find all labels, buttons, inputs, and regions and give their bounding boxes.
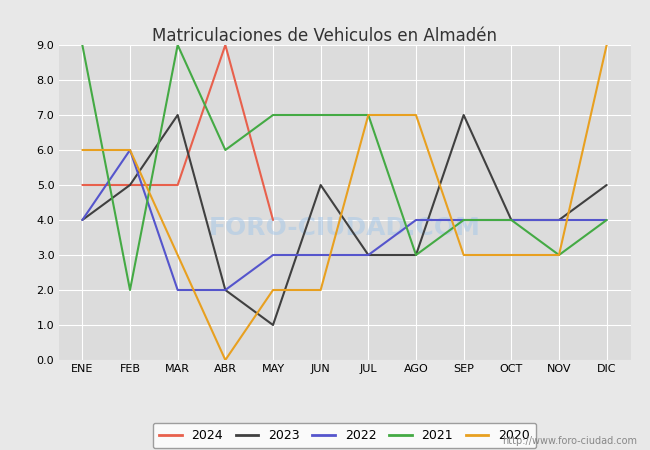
Legend: 2024, 2023, 2022, 2021, 2020: 2024, 2023, 2022, 2021, 2020 (153, 423, 536, 449)
Text: Matriculaciones de Vehiculos en Almadén: Matriculaciones de Vehiculos en Almadén (153, 27, 497, 45)
Text: http://www.foro-ciudad.com: http://www.foro-ciudad.com (502, 436, 637, 446)
Text: FORO-CIUDAD.COM: FORO-CIUDAD.COM (209, 216, 480, 240)
